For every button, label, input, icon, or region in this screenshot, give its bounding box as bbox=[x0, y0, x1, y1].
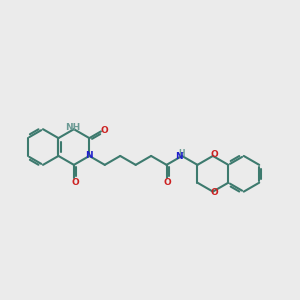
Text: O: O bbox=[71, 178, 79, 187]
Text: H: H bbox=[178, 149, 184, 158]
Text: N: N bbox=[85, 152, 93, 160]
Text: O: O bbox=[100, 126, 108, 135]
Text: O: O bbox=[210, 151, 218, 160]
Text: N: N bbox=[175, 152, 183, 161]
Text: O: O bbox=[210, 188, 218, 197]
Text: NH: NH bbox=[65, 123, 80, 132]
Text: O: O bbox=[164, 178, 171, 187]
